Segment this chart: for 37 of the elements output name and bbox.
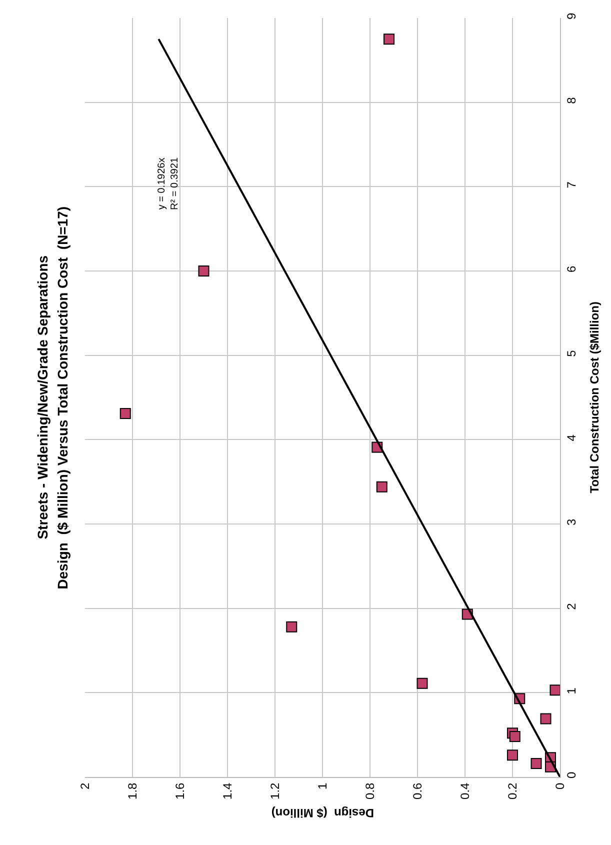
y-tick-label: 9 [564, 12, 578, 20]
x-tick-label: 1.8 [125, 782, 140, 800]
point [376, 481, 388, 492]
point [509, 731, 520, 742]
x-tick-label: 0.2 [505, 782, 520, 800]
x-tick-label: 2 [78, 782, 92, 790]
y-tick-label: 1 [564, 687, 578, 694]
y-tick-label: 2 [564, 602, 578, 610]
y-tick-label: 8 [564, 96, 578, 104]
x-tick-label: 0 [552, 782, 567, 790]
point [198, 266, 210, 276]
point [384, 34, 394, 45]
y-axis-title: Total Construction Cost ($Million) [587, 301, 602, 494]
point [530, 758, 542, 770]
y-tick-label: 4 [564, 434, 578, 442]
point [416, 678, 428, 689]
y-tick-label: 0 [564, 772, 578, 779]
x-tick-label: 1 [315, 782, 330, 790]
point [507, 750, 518, 761]
text: Design ($ Million) Versus Total Construction Cost (N=17) [54, 206, 70, 590]
annotation: y = 0.1926x R² = 0.3921 [156, 156, 181, 210]
y-tick-label: 3 [564, 518, 578, 526]
y-tick-label: 6 [564, 266, 578, 273]
x-axis-title: Design ($ Million) [271, 806, 374, 820]
x-tick-label: 0.4 [458, 782, 472, 800]
x-tick-label: 1.2 [268, 782, 282, 800]
point [286, 621, 298, 632]
point [540, 713, 552, 724]
x-tick-label: 0.6 [410, 782, 424, 800]
point [550, 684, 560, 696]
x-tick-label: 1.4 [220, 782, 234, 800]
x-tick-label: 1.6 [172, 782, 187, 800]
x-tick-label: 0.8 [362, 782, 377, 800]
y-tick-label: 7 [564, 181, 578, 188]
point [120, 408, 131, 420]
text: Streets - Widening/New/Grade Separations [34, 255, 50, 540]
y-tick-label: 5 [564, 350, 578, 357]
